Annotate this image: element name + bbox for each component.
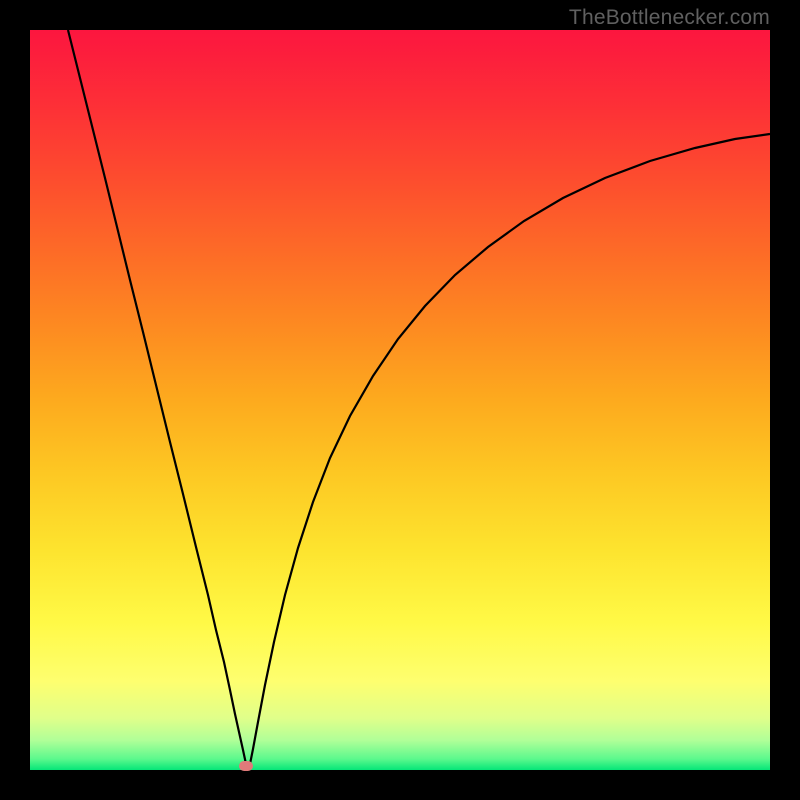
watermark-text: TheBottlenecker.com xyxy=(569,6,770,30)
plot-area xyxy=(30,30,770,770)
bottleneck-curve xyxy=(30,30,770,770)
chart-frame: TheBottlenecker.com xyxy=(0,0,800,800)
curve-right-branch xyxy=(248,134,770,770)
minimum-marker xyxy=(239,761,253,771)
curve-left-branch xyxy=(68,30,248,770)
